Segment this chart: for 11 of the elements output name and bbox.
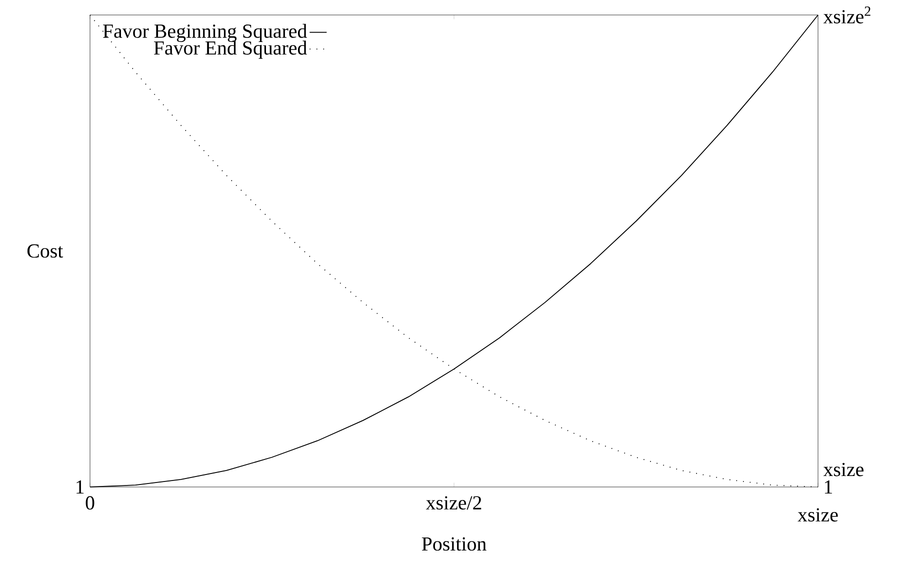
text: xsize (798, 508, 838, 522)
y-axis-title: Cost (27, 244, 64, 258)
text: xsize (823, 462, 864, 476)
legend-label: Favor End Squared (154, 40, 307, 59)
text: 1 (824, 480, 832, 494)
text: xsize$^{2}$ (823, 6, 870, 24)
text: xsize/2 (426, 496, 482, 510)
x-axis-title: Position (422, 537, 486, 551)
text: 1 (76, 480, 84, 494)
legend-label: Favor Beginning Squared (103, 24, 307, 42)
text: 0 (86, 496, 94, 510)
